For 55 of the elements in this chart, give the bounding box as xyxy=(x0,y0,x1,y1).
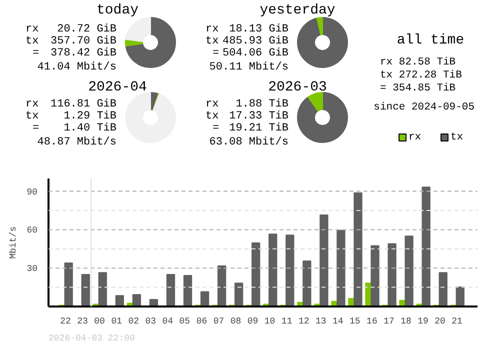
text: rx 116.81 GiB xyxy=(26,98,117,110)
x-tick-label: 15 xyxy=(350,316,360,326)
x-tick-label: 13 xyxy=(315,316,326,326)
text: rx 18.13 GiB xyxy=(206,24,289,36)
text: = 378.42 GiB xyxy=(32,48,117,60)
text: tx 1.29 TiB xyxy=(26,110,117,122)
x-tick-label: 07 xyxy=(213,316,224,326)
x-tick-label: 19 xyxy=(418,316,428,326)
text: since 2024-09-05 xyxy=(374,102,475,114)
text: rx 82.58 TiB xyxy=(380,56,456,68)
text: = 19.21 TiB xyxy=(212,122,289,134)
legend-label: rx xyxy=(408,132,422,144)
text: rx 20.72 GiB xyxy=(26,24,117,36)
x-tick-label: 21 xyxy=(452,316,462,326)
text: tx 357.70 GiB xyxy=(26,36,117,48)
chart-title: today xyxy=(96,2,139,18)
x-tick-label: 12 xyxy=(298,316,310,326)
text: 48.87 Mbit/s xyxy=(37,136,117,148)
x-tick-label: 11 xyxy=(281,316,292,326)
text: = 504.06 GiB xyxy=(212,48,289,60)
x-tick-label: 23 xyxy=(77,316,88,326)
text: all time xyxy=(396,32,464,48)
x-tick-label: 18 xyxy=(400,316,412,326)
x-tick-label: 08 xyxy=(230,316,242,326)
x-tick-label: 05 xyxy=(179,316,190,326)
x-tick-label: 06 xyxy=(196,316,208,326)
text: tx 17.33 TiB xyxy=(206,110,289,122)
x-tick-label: 09 xyxy=(247,316,258,326)
text: 50.11 Mbit/s xyxy=(209,62,289,74)
legend-label: tx xyxy=(450,132,464,144)
y-axis-title: Mbit/s xyxy=(8,226,19,259)
chart-title: 2026-04 xyxy=(88,80,147,96)
text: = 1.40 TiB xyxy=(32,122,117,134)
text: rx 1.88 TiB xyxy=(206,98,289,110)
x-tick-label: 04 xyxy=(162,316,174,326)
chart-title: 2026-03 xyxy=(268,80,327,96)
text: 41.04 Mbit/s xyxy=(37,62,117,74)
x-tick-label: 22 xyxy=(60,316,71,326)
text: 63.08 Mbit/s xyxy=(209,136,289,148)
x-tick-label: 01 xyxy=(111,316,122,326)
x-tick-label: 02 xyxy=(128,316,140,326)
x-tick-label: 03 xyxy=(145,316,156,326)
y-tick-label: 60 xyxy=(26,226,38,236)
text: tx 272.28 TiB xyxy=(380,70,462,82)
y-tick-label: 30 xyxy=(26,264,38,274)
x-tick-label: 00 xyxy=(94,316,105,326)
text: = 354.85 TiB xyxy=(380,82,456,94)
x-tick-label: 17 xyxy=(384,316,394,326)
chart-title: yesterday xyxy=(260,2,336,18)
x-tick-label: 16 xyxy=(366,316,378,326)
x-tick-label: 14 xyxy=(332,316,344,326)
text: tx 485.93 GiB xyxy=(206,36,289,48)
x-tick-label: 20 xyxy=(434,316,446,326)
y-tick-label: 90 xyxy=(26,187,38,198)
x-tick-label: 10 xyxy=(264,316,276,326)
